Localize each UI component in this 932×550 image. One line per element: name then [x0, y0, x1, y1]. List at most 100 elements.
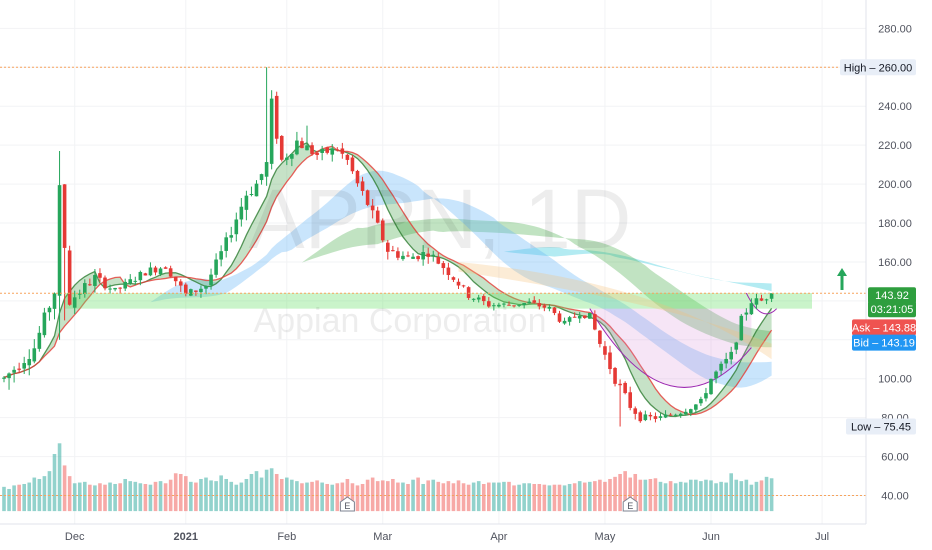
- candle-body: [759, 298, 764, 301]
- volume-bar: [729, 473, 733, 512]
- volume-bar: [138, 483, 143, 512]
- volume-bar: [678, 481, 683, 512]
- volume-bar: [219, 475, 223, 512]
- price-labels: High – 260.00 Low – 75.45 143.92 03:21:05 As…: [840, 59, 916, 435]
- candle-body: [446, 267, 451, 276]
- volume-bar: [295, 481, 299, 512]
- candle-body: [749, 303, 754, 315]
- countdown-label: 03:21:05: [868, 301, 916, 318]
- candle-body: [421, 252, 425, 260]
- volume-bar: [421, 483, 425, 512]
- volume-bar: [476, 481, 481, 512]
- candle-body: [158, 268, 163, 275]
- candle-body: [72, 297, 77, 308]
- volume-bar: [2, 486, 6, 512]
- candle-body: [62, 184, 67, 248]
- countdown-label-text: 03:21:05: [871, 304, 914, 316]
- candle-body: [769, 293, 774, 299]
- volume-bar: [406, 483, 410, 512]
- volume-bar: [461, 483, 466, 512]
- candle-body: [214, 259, 218, 275]
- price-tick-label: 40.00: [881, 491, 909, 503]
- candle-body: [279, 135, 284, 160]
- candle-body: [401, 255, 405, 260]
- moving-average-ribbons: [3, 142, 773, 418]
- candle-body: [274, 95, 279, 139]
- time-tick-label: Mar: [373, 531, 392, 543]
- candle-body: [340, 148, 345, 154]
- volume-bar: [350, 483, 355, 512]
- volume-bar: [699, 481, 703, 512]
- volume-bar: [618, 473, 622, 512]
- price-axis: 280.00260.00240.00220.00200.00180.00160.…: [865, 0, 912, 524]
- volume-bar: [593, 481, 597, 512]
- volume-bar: [507, 481, 511, 512]
- candle-body: [658, 416, 663, 418]
- ask-label: Ask – 143.88: [852, 319, 916, 336]
- high-label-box: [840, 59, 916, 76]
- candle-body: [365, 190, 370, 205]
- volume-bar: [118, 483, 122, 512]
- candle-body: [729, 351, 733, 360]
- volume-bar: [22, 483, 26, 512]
- volume-bar: [683, 482, 688, 512]
- candle-body: [22, 363, 26, 369]
- ribbon-medium: [4, 170, 772, 388]
- candle-body: [254, 183, 259, 197]
- ask-label-text: Ask – 143.88: [852, 322, 916, 334]
- volume-bar: [492, 482, 496, 512]
- candle-body: [77, 293, 82, 295]
- time-tick-label: Jun: [702, 531, 720, 543]
- volume-bar: [673, 483, 678, 512]
- volume-bar: [204, 477, 208, 512]
- countdown-label-box: [868, 301, 916, 318]
- candle-body: [315, 152, 319, 155]
- candle-body: [143, 273, 148, 276]
- candle-body: [492, 305, 496, 307]
- candle-body: [370, 205, 375, 211]
- volume-bar: [653, 478, 658, 512]
- volume-bar: [83, 481, 87, 512]
- candle-body: [239, 206, 244, 220]
- volume-bar: [658, 481, 663, 512]
- candle-body: [567, 317, 572, 322]
- volume-bar: [633, 473, 638, 512]
- candle-body: [32, 348, 37, 362]
- candle-body: [335, 149, 340, 151]
- price-tick-label: 60.00: [881, 452, 909, 464]
- candle-body: [416, 256, 420, 260]
- low-label-text: Low – 75.45: [851, 422, 911, 434]
- candle-body: [517, 304, 521, 306]
- last-price-label-text: 143.92: [875, 290, 909, 302]
- volume-bar: [380, 480, 385, 512]
- candle-body: [219, 251, 223, 260]
- candle-body: [290, 154, 294, 159]
- pattern-curves: [458, 261, 778, 388]
- candle-body: [57, 185, 62, 296]
- candle-body: [244, 195, 249, 210]
- earnings-marker: [339, 496, 355, 512]
- volume-bar: [229, 481, 234, 512]
- candle-body: [502, 303, 506, 305]
- volume-bar: [269, 468, 274, 512]
- candle-body: [593, 314, 597, 330]
- watermark-company-name: Appian Corporation: [254, 302, 547, 340]
- volume-bar: [613, 476, 617, 512]
- candle-body: [689, 409, 693, 414]
- volume-bar: [522, 483, 526, 512]
- volume-bar: [436, 481, 441, 512]
- high-label: High – 260.00: [840, 59, 916, 76]
- volume-bar: [441, 483, 446, 512]
- volume-bar: [259, 477, 264, 512]
- candle-body: [527, 301, 531, 304]
- handle-curve: [745, 292, 778, 315]
- candle-body: [386, 242, 390, 252]
- volume-bar: [173, 473, 178, 512]
- candle-body: [249, 193, 254, 195]
- candle-body: [497, 304, 501, 307]
- volume-bar: [557, 484, 562, 512]
- candle-body: [694, 404, 698, 410]
- volume-bar: [663, 483, 668, 512]
- bid-label-box: [852, 334, 916, 351]
